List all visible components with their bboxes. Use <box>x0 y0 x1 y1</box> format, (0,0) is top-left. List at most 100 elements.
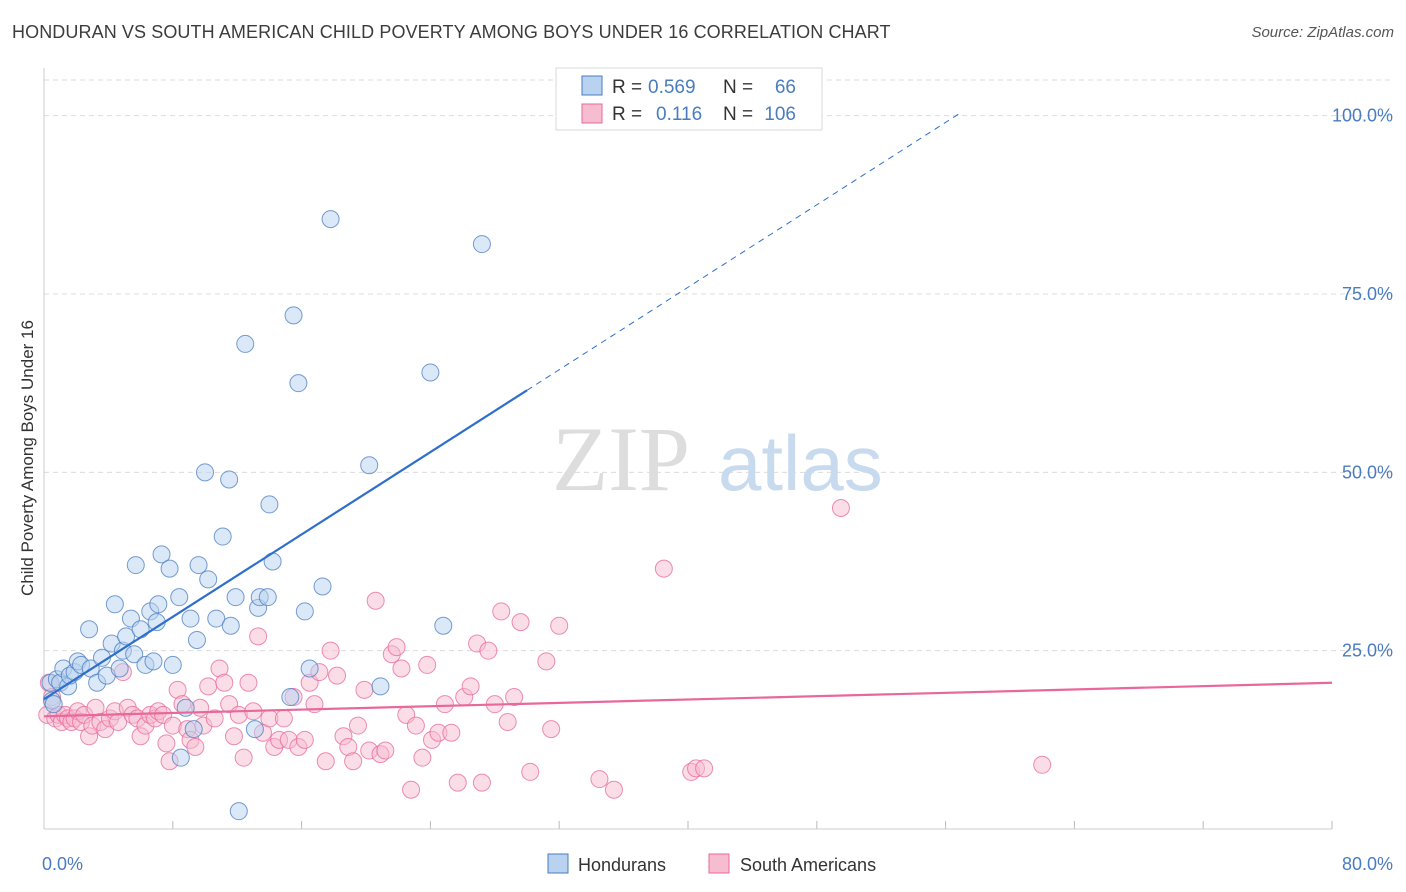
south-american-point-48 <box>234 748 253 767</box>
south-american-point-97 <box>505 688 524 707</box>
south-american-point-80 <box>402 780 421 799</box>
south-american-point-109 <box>831 499 850 517</box>
south-american-point-96 <box>498 713 517 731</box>
trend-lines <box>43 111 1333 718</box>
hondurans-points <box>41 210 491 821</box>
x-tick-label-1: 80.0% <box>1342 854 1393 874</box>
south-american-point-78 <box>392 659 411 678</box>
south-american-point-81 <box>406 716 425 735</box>
south-american-point-77 <box>387 638 406 657</box>
honduran-point-29 <box>149 595 168 614</box>
honduran-point-65 <box>434 616 453 635</box>
honduran-point-49 <box>245 720 264 739</box>
honduran-point-11 <box>80 620 99 639</box>
south-american-point-93 <box>479 641 498 660</box>
legend-n-label: N = <box>723 77 753 98</box>
bottom-legend-swatch-south-americans <box>708 853 730 874</box>
honduran-point-63 <box>371 677 390 696</box>
legend-n-label-2: N = <box>723 104 753 125</box>
honduran-point-56 <box>284 306 303 325</box>
bottom-legend-south-americans: South Americans <box>740 855 876 875</box>
south-american-point-87 <box>442 723 461 742</box>
honduran-point-45 <box>221 616 240 635</box>
bottom-legend-swatch-hondurans <box>547 853 569 874</box>
south-american-point-110 <box>1033 755 1052 774</box>
south-american-point-101 <box>542 720 561 739</box>
honduran-point-66 <box>472 235 491 254</box>
south-american-point-73 <box>366 591 385 610</box>
honduran-point-23 <box>126 556 145 575</box>
honduran-point-27 <box>144 652 163 671</box>
honduran-point-32 <box>163 655 182 674</box>
honduran-point-53 <box>260 495 279 514</box>
x-tick-label-0: 0.0% <box>42 854 83 874</box>
honduran-point-55 <box>281 688 300 707</box>
south-american-point-98 <box>511 613 530 632</box>
south-american-point-95 <box>492 602 511 621</box>
bottom-legend-hondurans: Hondurans <box>578 855 666 875</box>
y-tick-label-2: 75.0% <box>1342 284 1393 304</box>
honduran-point-17 <box>105 595 124 614</box>
honduran-point-62 <box>360 456 379 475</box>
south-american-point-86 <box>435 695 454 714</box>
source-label: Source: ZipAtlas.com <box>1251 24 1394 41</box>
honduran-point-36 <box>181 609 200 628</box>
honduran-point-60 <box>313 577 332 596</box>
honduran-point-41 <box>199 570 218 589</box>
watermark-atlas: atlas <box>718 419 883 507</box>
honduran-point-61 <box>321 210 340 229</box>
south-american-point-83 <box>418 655 437 674</box>
y-axis-title: Child Poverty Among Boys Under 16 <box>18 320 37 596</box>
south-american-point-103 <box>590 770 609 789</box>
grid-layer <box>44 79 1392 829</box>
watermark: ZIP atlas <box>552 408 883 510</box>
honduran-point-22 <box>125 645 144 664</box>
honduran-point-44 <box>220 470 239 489</box>
legend-n-value-south-americans: 106 <box>764 104 796 125</box>
honduran-point-46 <box>226 588 245 607</box>
hondurans-trend-line <box>43 389 528 701</box>
honduran-point-38 <box>187 630 206 649</box>
honduran-point-20 <box>117 627 136 646</box>
south-american-point-99 <box>521 762 540 781</box>
south-american-point-108 <box>695 759 714 778</box>
south-american-point-104 <box>604 780 623 799</box>
south-american-point-82 <box>413 748 432 767</box>
series-legend: Hondurans South Americans <box>547 853 876 875</box>
honduran-point-31 <box>160 559 179 578</box>
south-american-point-51 <box>249 627 268 646</box>
honduran-point-48 <box>236 334 255 353</box>
honduran-point-57 <box>289 374 308 393</box>
south-american-point-100 <box>537 652 556 671</box>
honduran-point-18 <box>110 659 129 678</box>
south-american-point-46 <box>224 727 243 746</box>
south-american-point-38 <box>186 737 205 756</box>
watermark-zip: ZIP <box>552 408 690 510</box>
honduran-point-47 <box>229 802 248 821</box>
south-american-point-92 <box>472 773 491 792</box>
south-american-point-49 <box>239 673 258 692</box>
hondurans-trend-line-extension <box>526 111 962 391</box>
honduran-point-37 <box>184 720 203 739</box>
south-american-point-65 <box>321 641 340 660</box>
legend-r-label-2: R = <box>612 104 642 125</box>
legend-swatch-south-americans <box>581 103 603 124</box>
tick-labels: 25.0% 50.0% 75.0% 100.0% 0.0% 80.0% <box>42 106 1393 874</box>
south-american-point-56 <box>274 709 293 728</box>
south-american-point-88 <box>448 773 467 792</box>
south-american-point-69 <box>344 752 363 771</box>
chart-title: HONDURAN VS SOUTH AMERICAN CHILD POVERTY… <box>12 22 891 42</box>
south-american-point-64 <box>316 752 335 771</box>
south-american-point-70 <box>348 716 367 735</box>
legend-r-value-hondurans: 0.569 <box>648 77 696 98</box>
south-american-point-31 <box>157 734 176 753</box>
south-american-point-66 <box>328 666 347 685</box>
honduran-point-52 <box>258 588 277 607</box>
honduran-point-59 <box>300 659 319 678</box>
honduran-point-39 <box>189 556 208 575</box>
south-american-point-60 <box>295 730 314 749</box>
legend-r-label: R = <box>612 77 642 98</box>
legend-n-value-hondurans: 66 <box>775 77 796 98</box>
south-american-point-41 <box>199 677 218 696</box>
